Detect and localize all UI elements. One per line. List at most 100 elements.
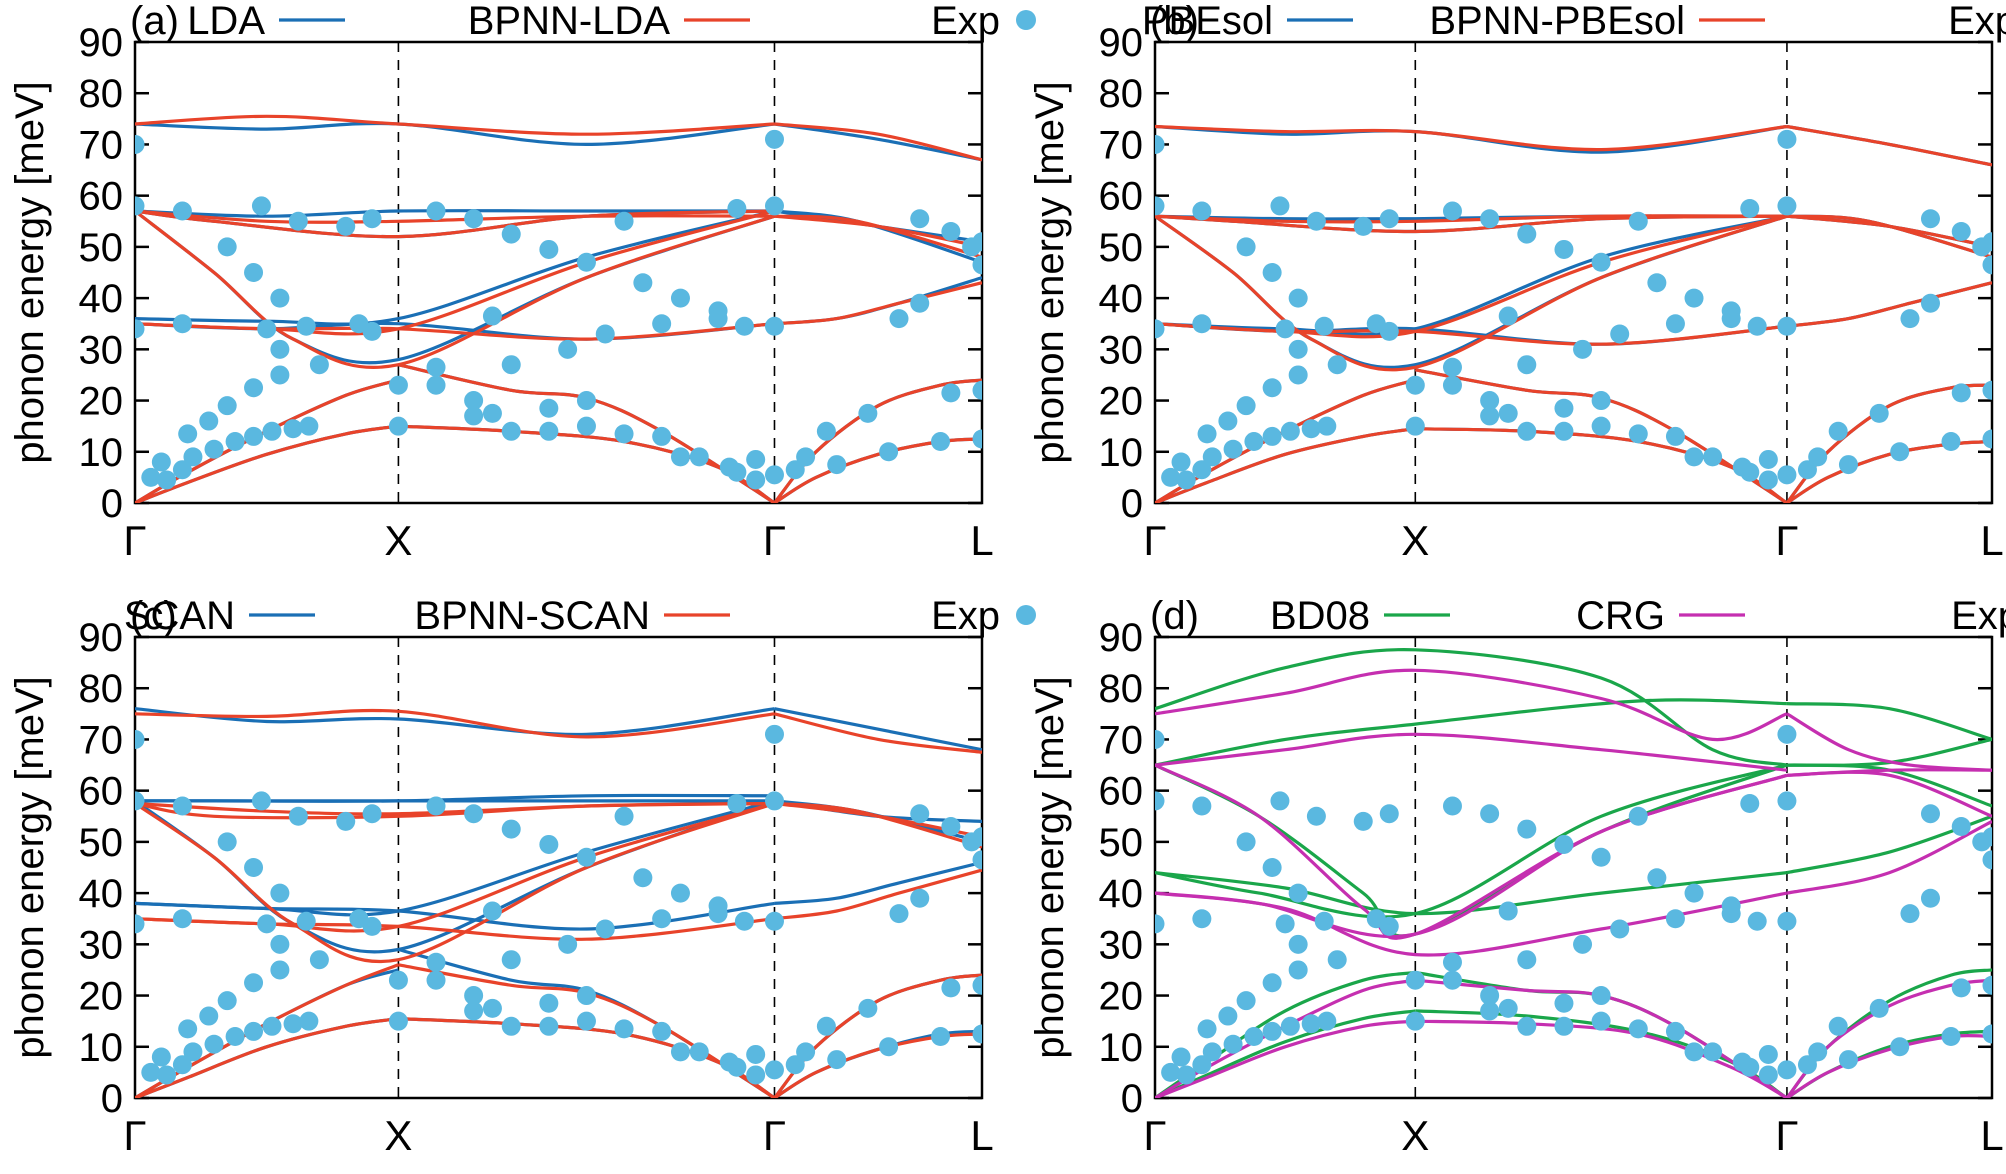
data-point-exp (1192, 460, 1212, 480)
data-point-exp (1777, 465, 1797, 485)
data-point-exp (539, 398, 559, 418)
data-point-exp (501, 819, 521, 839)
data-point-exp (217, 832, 237, 852)
legend-label: Exp (1951, 594, 2006, 638)
data-point-exp (270, 934, 290, 954)
data-point-exp (1951, 817, 1971, 837)
data-point-exp (251, 196, 271, 216)
data-point-exp (785, 1055, 805, 1075)
legend-item: LDA (187, 0, 345, 43)
data-point-exp (1941, 432, 1961, 452)
data-point-exp (1262, 378, 1282, 398)
data-point-exp (1301, 419, 1321, 439)
panel-3: 0 10 20 30 40 50 60 70 80 90 phonon energy [meV] Γ X… (1028, 594, 2006, 1159)
data-point-exp (1442, 375, 1462, 395)
data-point-exp (1869, 403, 1889, 423)
data-point-exp (296, 911, 316, 931)
y-tick-label: 0 (101, 482, 123, 526)
data-point-exp (1288, 339, 1308, 359)
series-line-scan (774, 707, 982, 752)
data-layer (1155, 124, 1992, 503)
data-point-exp (652, 1021, 672, 1041)
data-point-exp (1554, 421, 1574, 441)
panel-2: 0 10 20 30 40 50 60 70 80 90 phonon energy [meV] Γ X… (8, 594, 1036, 1159)
data-point-exp (426, 970, 446, 990)
data-point-exp (1591, 847, 1611, 867)
data-point-exp (1920, 888, 1940, 908)
data-point-exp (972, 827, 982, 847)
panel-1: 0 10 20 30 40 50 60 70 80 90 phonon energy [meV] Γ X… (1028, 0, 2006, 564)
data-point-exp (1270, 791, 1290, 811)
series-line-bpnn-pbesol (1786, 124, 1992, 167)
data-point-exp (1684, 883, 1704, 903)
series-line-bd08 (1155, 871, 1788, 916)
kpoint-label: L (970, 517, 993, 564)
data-point-exp (858, 998, 878, 1018)
data-point-exp (746, 1044, 766, 1064)
data-point-exp (1280, 1016, 1300, 1036)
y-tick-label: 30 (79, 328, 124, 372)
data-point-exp (1288, 960, 1308, 980)
data-point-exp (1171, 452, 1191, 472)
data-point-exp (501, 421, 521, 441)
data-point-exp (1327, 355, 1347, 375)
data-point-exp (576, 252, 596, 272)
data-point-exp (464, 391, 484, 411)
data-point-exp (426, 796, 446, 816)
kpoint-label: Γ (123, 517, 146, 564)
kpoint-label: L (970, 1112, 993, 1159)
data-point-exp (1244, 1027, 1264, 1047)
data-point-exp (595, 324, 615, 344)
data-point-exp (199, 411, 219, 431)
series-line-crg (1786, 819, 1992, 895)
data-point-exp (135, 134, 145, 154)
kpoint-label: X (1401, 517, 1429, 564)
data-point-exp (1405, 1011, 1425, 1031)
series-line-bpnn-pbesol (1155, 214, 1788, 372)
data-point-exp (1758, 1065, 1778, 1085)
data-point-exp (614, 806, 634, 826)
data-point-exp (1197, 1019, 1217, 1039)
legend-label: LDA (187, 0, 265, 43)
legend-label: Exp (931, 594, 1000, 638)
data-point-exp (1900, 904, 1920, 924)
data-point-exp (244, 973, 264, 993)
series-line-scan (135, 707, 775, 737)
data-point-exp (426, 201, 446, 221)
y-tick-label: 10 (79, 1026, 124, 1070)
data-point-exp (910, 293, 930, 313)
y-tick-label: 70 (1099, 718, 1144, 762)
data-point-exp (1405, 970, 1425, 990)
data-point-exp (270, 960, 290, 980)
data-point-exp (362, 916, 382, 936)
data-point-exp (727, 1057, 747, 1077)
data-point-exp (1353, 811, 1373, 831)
series-line-crg (1786, 1033, 1992, 1098)
y-tick-label: 20 (1099, 975, 1144, 1019)
data-point-exp (576, 986, 596, 1006)
data-point-exp (1480, 986, 1500, 1006)
data-point-exp (1554, 834, 1574, 854)
series-line-crg (1155, 732, 1788, 772)
data-point-exp (1740, 1057, 1760, 1077)
data-point-exp (1306, 806, 1326, 826)
data-point-exp (746, 470, 766, 490)
y-tick-label: 20 (79, 975, 124, 1019)
data-point-exp (1721, 904, 1741, 924)
series-line-pbesol (1155, 214, 1788, 336)
series-line-lda (135, 209, 775, 326)
y-tick-label: 80 (79, 72, 124, 116)
data-point-exp (501, 224, 521, 244)
data-point-exp (244, 378, 264, 398)
data-point-exp (1379, 804, 1399, 824)
data-point-exp (827, 455, 847, 475)
data-point-exp (1740, 462, 1760, 482)
data-point-exp (178, 424, 198, 444)
legend-label: PBEsol (1142, 0, 1273, 43)
series-line-bpnn-lda (774, 281, 982, 326)
series-line-bpnn-scan (774, 801, 982, 849)
series-line-bpnn-pbesol (1155, 124, 1788, 152)
data-point-exp (1684, 447, 1704, 467)
data-point-exp (1982, 827, 1992, 847)
data-point-exp (1192, 201, 1212, 221)
